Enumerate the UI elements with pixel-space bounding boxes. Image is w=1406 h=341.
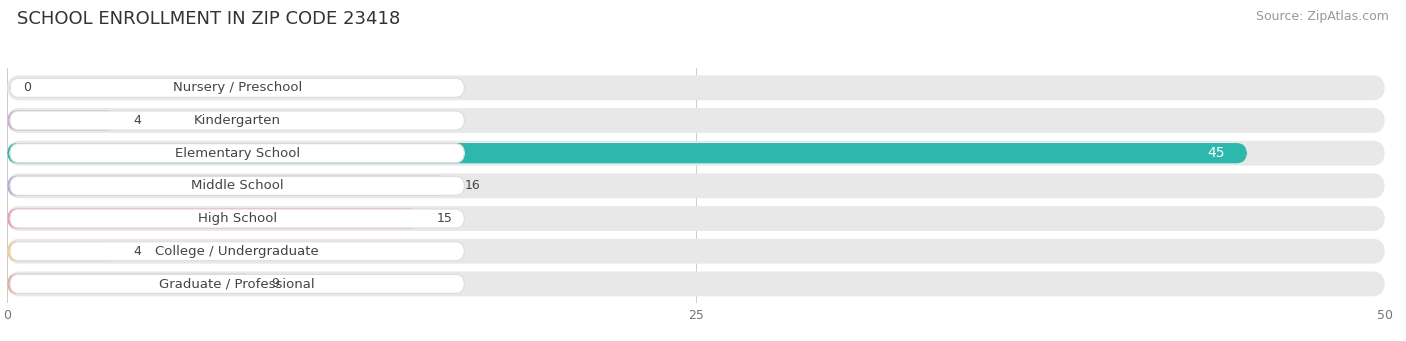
FancyBboxPatch shape — [10, 275, 464, 293]
Text: High School: High School — [198, 212, 277, 225]
FancyBboxPatch shape — [7, 206, 1385, 231]
FancyBboxPatch shape — [7, 239, 1385, 264]
FancyBboxPatch shape — [10, 209, 464, 228]
Text: Kindergarten: Kindergarten — [194, 114, 281, 127]
FancyBboxPatch shape — [7, 208, 420, 229]
FancyBboxPatch shape — [7, 274, 254, 294]
FancyBboxPatch shape — [10, 111, 464, 130]
Text: 4: 4 — [134, 114, 142, 127]
Text: 0: 0 — [24, 81, 31, 94]
FancyBboxPatch shape — [7, 174, 1385, 198]
Text: Middle School: Middle School — [191, 179, 284, 192]
FancyBboxPatch shape — [7, 108, 1385, 133]
Text: Source: ZipAtlas.com: Source: ZipAtlas.com — [1256, 10, 1389, 23]
FancyBboxPatch shape — [7, 241, 117, 261]
Text: 15: 15 — [437, 212, 453, 225]
FancyBboxPatch shape — [7, 110, 117, 131]
Text: Nursery / Preschool: Nursery / Preschool — [173, 81, 302, 94]
FancyBboxPatch shape — [10, 176, 464, 195]
FancyBboxPatch shape — [7, 176, 449, 196]
Text: College / Undergraduate: College / Undergraduate — [155, 245, 319, 258]
FancyBboxPatch shape — [10, 78, 464, 97]
FancyBboxPatch shape — [7, 271, 1385, 296]
Text: 16: 16 — [464, 179, 481, 192]
FancyBboxPatch shape — [7, 141, 1385, 166]
Text: SCHOOL ENROLLMENT IN ZIP CODE 23418: SCHOOL ENROLLMENT IN ZIP CODE 23418 — [17, 10, 401, 28]
Text: 9: 9 — [271, 277, 280, 291]
FancyBboxPatch shape — [10, 144, 464, 163]
Text: 4: 4 — [134, 245, 142, 258]
Text: 45: 45 — [1208, 146, 1225, 160]
Text: Elementary School: Elementary School — [174, 147, 299, 160]
FancyBboxPatch shape — [7, 143, 1247, 163]
Text: Graduate / Professional: Graduate / Professional — [159, 277, 315, 291]
FancyBboxPatch shape — [7, 75, 1385, 100]
FancyBboxPatch shape — [10, 242, 464, 261]
